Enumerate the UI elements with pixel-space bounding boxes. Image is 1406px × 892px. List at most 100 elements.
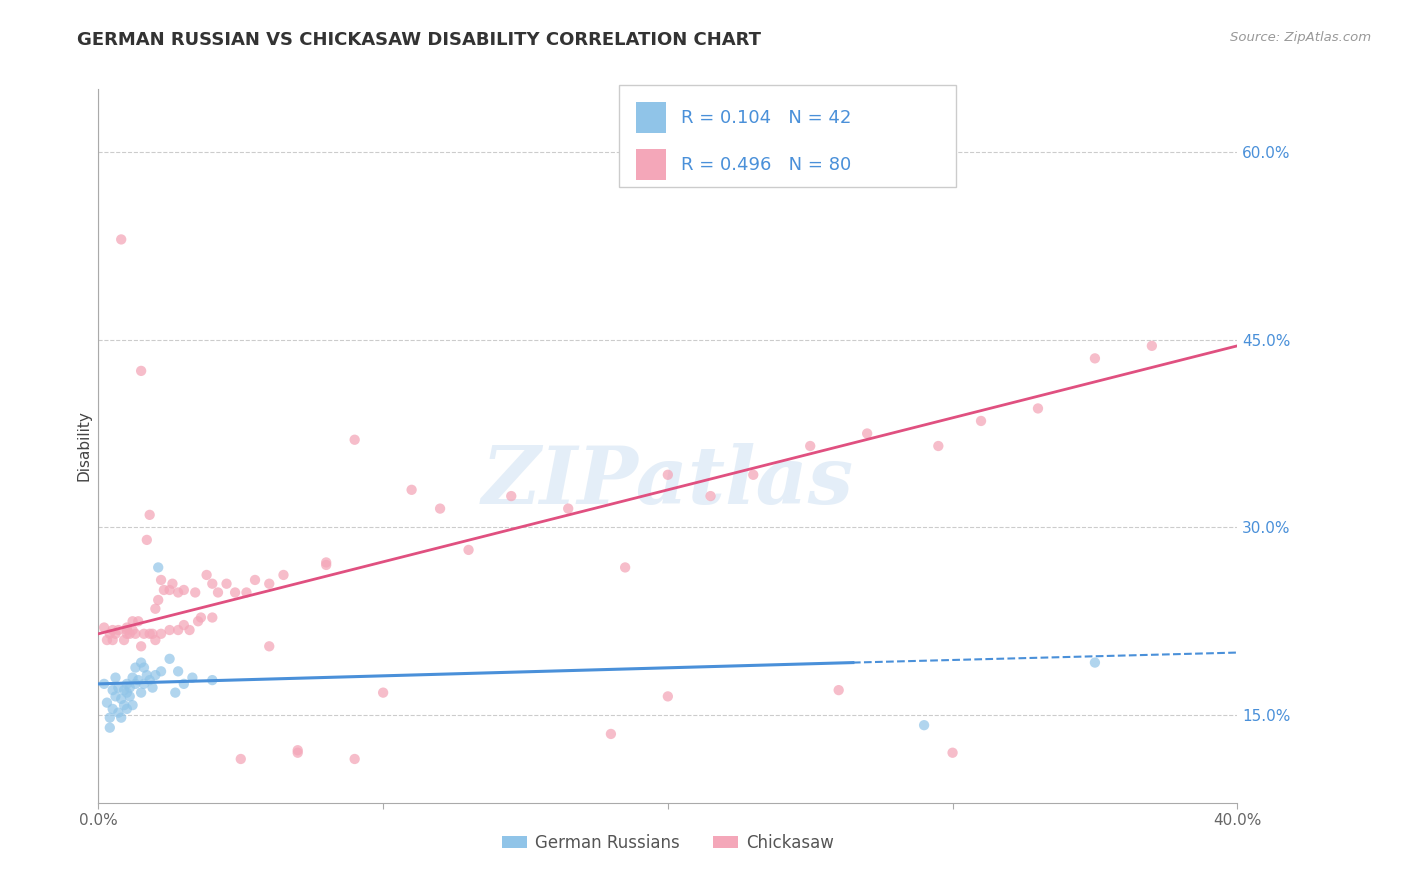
Point bbox=[93, 677, 115, 691]
Point bbox=[145, 633, 167, 648]
Point bbox=[195, 568, 218, 582]
Point bbox=[856, 426, 879, 441]
Point bbox=[167, 665, 190, 679]
Point bbox=[159, 582, 181, 597]
Point bbox=[657, 467, 679, 482]
Point bbox=[1084, 656, 1107, 670]
Point bbox=[150, 627, 173, 641]
Point bbox=[1140, 339, 1163, 353]
Point bbox=[104, 671, 127, 685]
Point bbox=[124, 627, 146, 641]
Point bbox=[115, 702, 138, 716]
Point bbox=[799, 439, 821, 453]
Point bbox=[173, 582, 195, 597]
Point bbox=[235, 585, 257, 599]
Point bbox=[141, 681, 163, 695]
Point bbox=[429, 501, 451, 516]
Point bbox=[141, 627, 163, 641]
Point bbox=[112, 683, 135, 698]
Text: Source: ZipAtlas.com: Source: ZipAtlas.com bbox=[1230, 31, 1371, 45]
Point bbox=[115, 685, 138, 699]
Text: R = 0.496   N = 80: R = 0.496 N = 80 bbox=[681, 156, 851, 174]
Point bbox=[287, 743, 309, 757]
Point bbox=[173, 677, 195, 691]
Point bbox=[927, 439, 949, 453]
Point bbox=[207, 585, 229, 599]
Point bbox=[129, 685, 152, 699]
Point bbox=[243, 573, 266, 587]
Point bbox=[121, 698, 143, 713]
Point bbox=[101, 633, 124, 648]
Point bbox=[159, 623, 181, 637]
Point bbox=[187, 614, 209, 628]
Point bbox=[145, 601, 167, 615]
Point bbox=[273, 568, 295, 582]
Point bbox=[148, 593, 170, 607]
Point bbox=[104, 627, 127, 641]
Point bbox=[150, 665, 173, 679]
Point bbox=[101, 623, 124, 637]
Point bbox=[93, 621, 115, 635]
Point bbox=[138, 508, 160, 522]
Point bbox=[557, 501, 579, 516]
Point bbox=[167, 623, 190, 637]
Point bbox=[115, 627, 138, 641]
Point bbox=[167, 585, 190, 599]
Point bbox=[135, 668, 157, 682]
Point bbox=[190, 610, 212, 624]
Point bbox=[129, 656, 152, 670]
Point bbox=[215, 576, 238, 591]
Point bbox=[135, 533, 157, 547]
Point bbox=[110, 692, 132, 706]
Point bbox=[153, 582, 176, 597]
Point bbox=[162, 576, 184, 591]
Point bbox=[148, 560, 170, 574]
Point bbox=[201, 673, 224, 687]
Point bbox=[118, 627, 141, 641]
Point bbox=[828, 683, 851, 698]
Point bbox=[115, 677, 138, 691]
Point bbox=[259, 576, 281, 591]
Point bbox=[159, 652, 181, 666]
Point bbox=[101, 702, 124, 716]
Point bbox=[259, 640, 281, 654]
Point bbox=[96, 633, 118, 648]
Point bbox=[150, 573, 173, 587]
Point bbox=[121, 614, 143, 628]
Point bbox=[127, 673, 149, 687]
Point bbox=[165, 685, 187, 699]
Text: GERMAN RUSSIAN VS CHICKASAW DISABILITY CORRELATION CHART: GERMAN RUSSIAN VS CHICKASAW DISABILITY C… bbox=[77, 31, 761, 49]
Point bbox=[657, 690, 679, 704]
Point bbox=[343, 433, 366, 447]
Point bbox=[104, 690, 127, 704]
Point bbox=[132, 660, 155, 674]
Point bbox=[115, 623, 138, 637]
Point bbox=[201, 576, 224, 591]
Point bbox=[315, 558, 337, 572]
Point bbox=[112, 698, 135, 713]
Point bbox=[129, 640, 152, 654]
Point bbox=[912, 718, 935, 732]
Point bbox=[343, 752, 366, 766]
Point bbox=[457, 542, 479, 557]
Point bbox=[132, 627, 155, 641]
Point bbox=[98, 711, 121, 725]
Y-axis label: Disability: Disability bbox=[76, 410, 91, 482]
Point bbox=[229, 752, 252, 766]
Point bbox=[107, 623, 129, 637]
Legend: German Russians, Chickasaw: German Russians, Chickasaw bbox=[495, 828, 841, 859]
Text: R = 0.104   N = 42: R = 0.104 N = 42 bbox=[681, 109, 851, 127]
Point bbox=[96, 696, 118, 710]
Point bbox=[699, 489, 721, 503]
Point bbox=[121, 623, 143, 637]
Point bbox=[129, 364, 152, 378]
Text: ZIPatlas: ZIPatlas bbox=[482, 443, 853, 520]
Point bbox=[98, 721, 121, 735]
Point bbox=[287, 746, 309, 760]
Point bbox=[181, 671, 204, 685]
Point bbox=[614, 560, 637, 574]
Point bbox=[179, 623, 201, 637]
Point bbox=[132, 677, 155, 691]
Point bbox=[145, 668, 167, 682]
Point bbox=[1026, 401, 1049, 416]
